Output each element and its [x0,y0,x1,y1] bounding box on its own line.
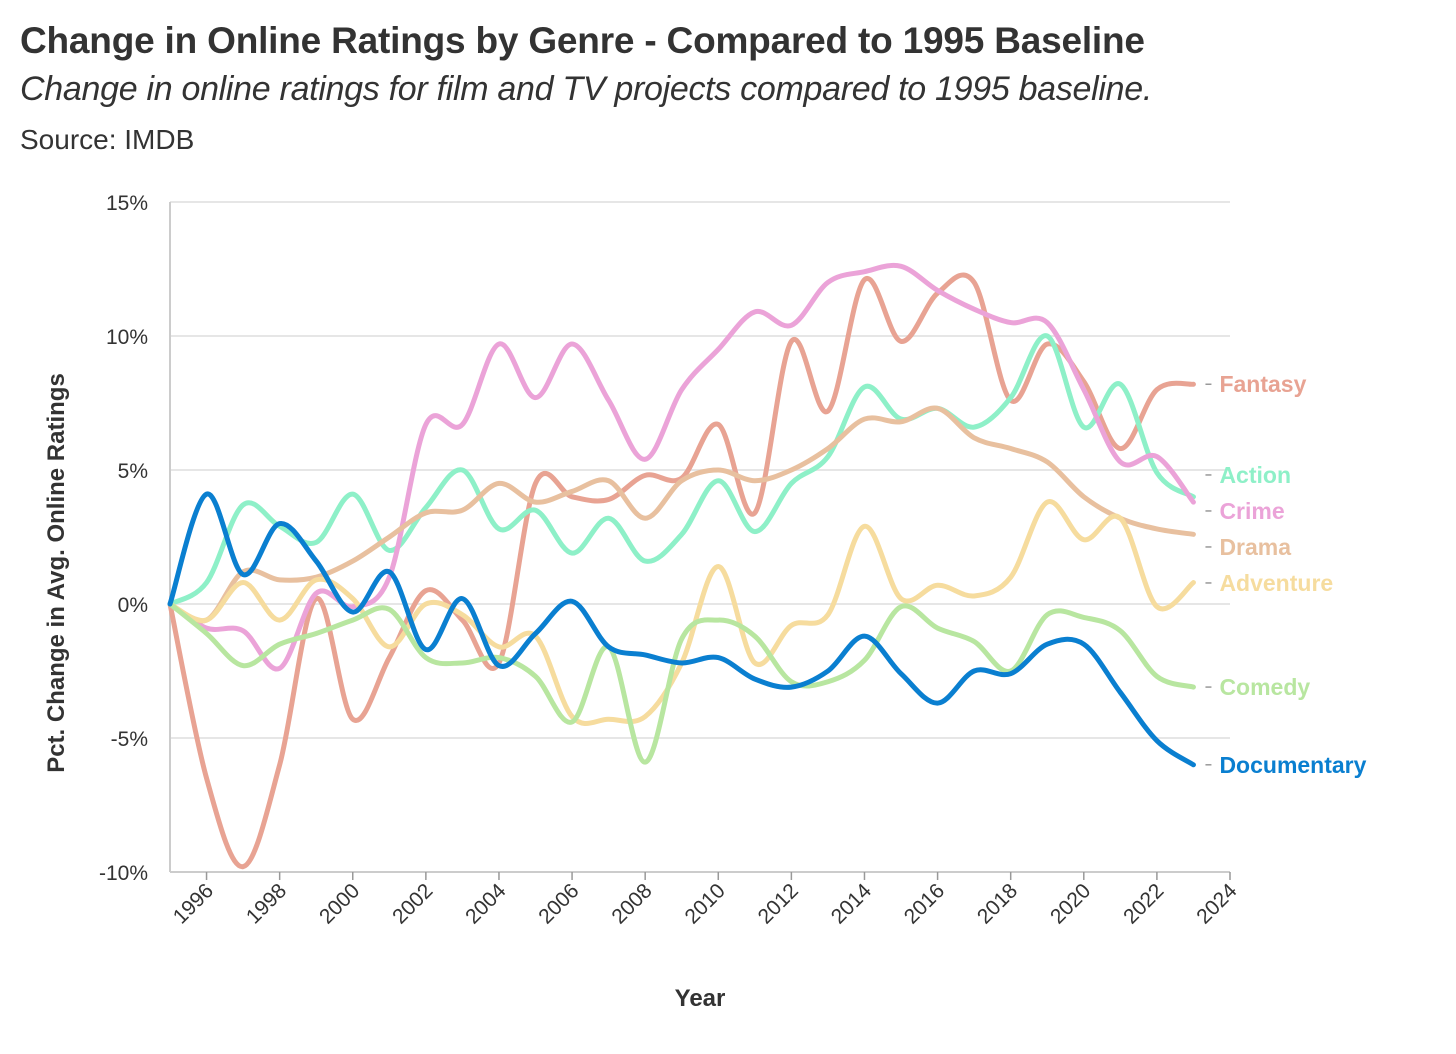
y-tick-label: 0% [118,594,148,617]
series-label-comedy: Comedy [1219,674,1310,700]
x-tick-label: 2008 [607,879,656,928]
series-labels: Fantasy Action Crime Drama Adventure Comedy Do… [1205,371,1367,778]
x-tick-label: 2004 [461,879,511,929]
series-label-adventure: Adventure [1219,570,1333,596]
series-label-fantasy: Fantasy [1219,371,1306,397]
axes [169,202,1230,873]
series-label-documentary: Documentary [1219,752,1366,778]
x-tick-label: 2000 [315,879,364,928]
x-tick-label: 2006 [534,879,583,928]
chart-title: Change in Online Ratings by Genre - Comp… [20,20,1145,61]
x-tick-label: 2012 [754,879,803,928]
grid-lines [170,201,1230,873]
series-line-action [167,333,1196,607]
chart-source: Source: IMDB [20,124,195,155]
x-tick-label: 1998 [242,879,291,928]
series-line-documentary [167,491,1196,768]
series-lines [167,262,1196,870]
y-tick-label: 10% [106,326,148,349]
series-line-adventure [167,499,1196,726]
x-tick-label: 2010 [681,879,730,928]
x-tick-label: 1996 [169,879,218,928]
series-line-drama [167,405,1196,624]
y-axis-title: Pct. Change in Avg. Online Ratings [43,373,70,773]
x-tick-label: 2014 [827,879,877,929]
x-tick-label: 2024 [1192,879,1242,929]
x-tick-label: 2002 [388,879,437,928]
x-tick-label: 2018 [973,879,1022,928]
x-tick-label: 2020 [1046,879,1095,928]
chart-subtitle: Change in online ratings for film and TV… [20,70,1152,108]
x-axis-ticks: 1996 1998 2000 2002 2004 2006 2008 2010 2012 2014… [169,872,1242,929]
y-tick-label: -5% [111,728,148,751]
series-label-drama: Drama [1219,534,1291,560]
series-line-fantasy [167,272,1196,870]
y-tick-label: -10% [99,862,148,885]
series-label-action: Action [1219,462,1291,488]
x-tick-label: 2022 [1119,879,1168,928]
x-tick-label: 2016 [900,879,949,928]
y-tick-label: 5% [118,460,148,483]
series-label-crime: Crime [1219,498,1284,524]
y-axis-ticks: 15% 10% 5% 0% -5% -10% [99,192,148,885]
y-tick-label: 15% [106,192,148,215]
x-axis-title: Year [675,985,726,1012]
series-line-comedy [167,601,1196,765]
